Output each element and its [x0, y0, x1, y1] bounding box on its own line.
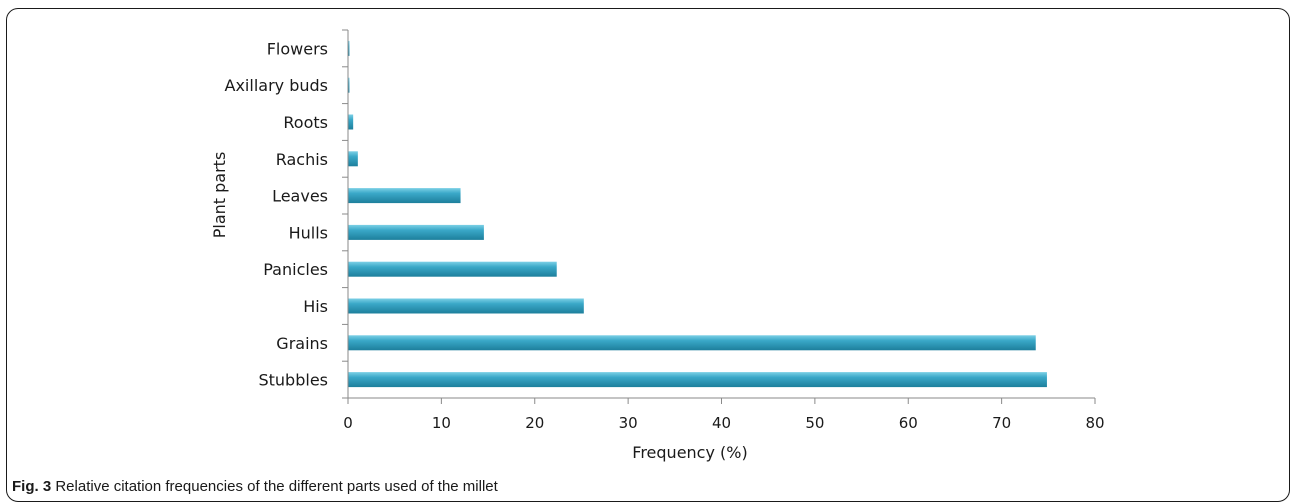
x-tick-label: 30	[619, 414, 638, 432]
category-label: Stubbles	[258, 371, 328, 390]
bar-stubbles	[348, 372, 1047, 388]
bar-grains	[348, 335, 1036, 351]
x-tick-label: 0	[343, 414, 353, 432]
bar-panicles	[348, 261, 557, 277]
bar-flowers	[348, 40, 350, 56]
bar-roots	[348, 114, 354, 130]
x-tick-label: 40	[712, 414, 731, 432]
figure-frame	[6, 8, 1290, 502]
x-tick-label: 20	[525, 414, 544, 432]
category-label: Panicles	[263, 260, 328, 279]
bars	[348, 40, 1047, 388]
category-label: Grains	[276, 334, 328, 353]
x-tick-label: 80	[1085, 414, 1104, 432]
caption-prefix: Fig. 3	[12, 478, 52, 495]
category-label: Hulls	[289, 223, 328, 242]
bar-hulls	[348, 224, 484, 240]
figure-caption: Fig. 3 Relative citation frequencies of …	[12, 478, 498, 495]
bar-his	[348, 298, 584, 314]
y-axis-title: Plant parts	[210, 152, 229, 239]
category-label: His	[303, 297, 328, 316]
caption-text: Relative citation frequencies of the dif…	[51, 478, 498, 495]
bar-axillary-buds	[348, 77, 350, 93]
category-label: Flowers	[267, 39, 328, 58]
axes	[342, 29, 1096, 404]
x-tick-label: 70	[992, 414, 1011, 432]
category-label: Leaves	[272, 187, 328, 206]
x-tick-label: 60	[899, 414, 918, 432]
category-label: Axillary buds	[225, 76, 328, 95]
x-tick-label: 50	[805, 414, 824, 432]
category-label: Roots	[283, 113, 328, 132]
x-axis-title: Frequency (%)	[632, 443, 747, 462]
bar-rachis	[348, 151, 358, 167]
category-label: Rachis	[276, 150, 328, 169]
bar-leaves	[348, 188, 461, 204]
x-tick-label: 10	[432, 414, 451, 432]
labels: Stubbles Grains His Panicles Hulls Leaves Rach…	[225, 39, 1105, 432]
